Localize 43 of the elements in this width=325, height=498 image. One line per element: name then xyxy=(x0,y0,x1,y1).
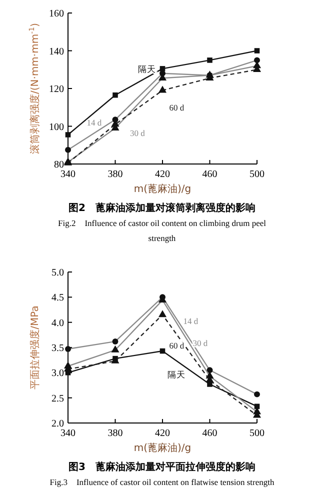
x-tick-label: 420 xyxy=(155,428,170,439)
point xyxy=(207,58,212,63)
text: 图2 蓖麻油添加量对滚筒剥离强度的影响 xyxy=(68,202,256,214)
x-tick-label: 420 xyxy=(155,169,170,180)
y-tick-label: 80 xyxy=(54,160,64,170)
series-label: 隔天 xyxy=(167,369,186,380)
x-tick-label: 380 xyxy=(108,169,123,180)
series-label: 14 d xyxy=(86,117,102,128)
y-tick-label: 3.0 xyxy=(52,368,64,380)
series-label: 隔天 xyxy=(138,64,156,74)
y-tick-label: 120 xyxy=(49,84,64,95)
y-tick-label: 100 xyxy=(49,122,64,133)
y-tick-label: 2.5 xyxy=(52,393,64,404)
y-axis-title: 平面拉伸强度/MPa xyxy=(29,306,41,390)
text: Fig.2 Influence of castor oil content on climbing drum peel strength xyxy=(58,218,267,243)
series-label: 14 d xyxy=(183,316,199,326)
point xyxy=(65,132,71,138)
x-tick-label: 460 xyxy=(202,169,218,180)
x-axis-title: m(蓖麻油)/g xyxy=(134,183,192,195)
x-tick-label: 380 xyxy=(108,428,123,439)
point xyxy=(112,92,118,98)
point xyxy=(254,404,260,410)
x-tick-label: 500 xyxy=(250,428,264,439)
text: Fig.3 Influence of castor oil content on flatwise tension strength xyxy=(50,477,275,487)
x-tick-label: 340 xyxy=(60,428,76,439)
x-axis-title: m(蓖麻油)/g xyxy=(134,442,192,454)
series-label: 30 d xyxy=(130,128,146,138)
text: 图3 蓖麻油添加量对平面拉伸强度的影响 xyxy=(68,461,256,473)
point xyxy=(158,86,167,93)
y-tick-label: 140 xyxy=(49,46,64,58)
y-tick-label: 2.0 xyxy=(52,418,64,430)
point xyxy=(158,310,167,318)
series-label: 30 d xyxy=(192,338,208,348)
x-tick-label: 340 xyxy=(60,169,76,180)
y-tick-label: 4.5 xyxy=(52,292,64,304)
y-tick-label: 5.0 xyxy=(52,268,64,278)
x-tick-label: 460 xyxy=(202,428,218,439)
y-tick-label: 3.5 xyxy=(52,343,64,354)
y-tick-label: 160 xyxy=(49,8,64,20)
x-tick-label: 500 xyxy=(250,169,264,180)
series-label: 60 d xyxy=(169,102,185,113)
point xyxy=(254,48,260,54)
y-tick-label: 4.0 xyxy=(52,318,64,329)
